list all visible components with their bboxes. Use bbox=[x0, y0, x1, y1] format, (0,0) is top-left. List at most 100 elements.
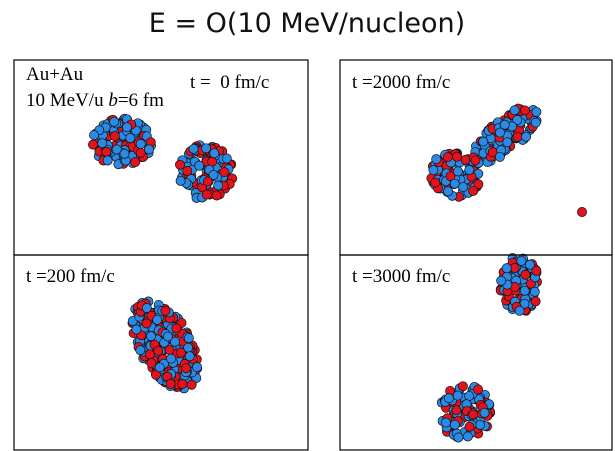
panel-label: t =3000 fm/c bbox=[352, 266, 450, 287]
particle bbox=[515, 306, 524, 315]
particle bbox=[480, 408, 489, 417]
particle bbox=[144, 145, 153, 154]
panel-label: 10 MeV/u b=6 fm bbox=[26, 90, 164, 111]
particle bbox=[465, 422, 474, 431]
particle bbox=[142, 303, 151, 312]
particle bbox=[452, 152, 461, 161]
particle bbox=[203, 177, 212, 186]
particle bbox=[497, 276, 506, 285]
particle bbox=[110, 117, 119, 126]
figure: E = O(10 MeV/nucleon) Au+Au t = 0 fm/c 1… bbox=[0, 0, 615, 451]
particle bbox=[214, 181, 223, 190]
particle bbox=[465, 391, 474, 400]
particle bbox=[444, 187, 453, 196]
particles bbox=[88, 104, 586, 442]
particle bbox=[452, 406, 461, 415]
particle bbox=[520, 286, 529, 295]
particle bbox=[136, 139, 145, 148]
particle bbox=[88, 140, 97, 149]
particle bbox=[429, 166, 438, 175]
particle bbox=[175, 160, 184, 169]
particle bbox=[432, 155, 441, 164]
particle bbox=[461, 155, 470, 164]
particle bbox=[147, 359, 156, 368]
particle bbox=[161, 306, 170, 315]
label-part: b bbox=[108, 90, 118, 111]
particle bbox=[193, 363, 202, 372]
particle bbox=[136, 148, 145, 157]
particle bbox=[502, 264, 511, 273]
particle bbox=[136, 346, 145, 355]
panel-label: t =200 fm/c bbox=[26, 266, 115, 287]
particle bbox=[154, 346, 163, 355]
particle bbox=[145, 350, 154, 359]
particle bbox=[178, 379, 187, 388]
particle bbox=[155, 363, 164, 372]
particle bbox=[182, 364, 191, 373]
particle bbox=[474, 385, 483, 394]
particle bbox=[495, 152, 504, 161]
figure-title: E = O(10 MeV/nucleon) bbox=[149, 8, 465, 39]
particle bbox=[532, 107, 541, 116]
panel-label: Au+Au bbox=[26, 64, 84, 85]
particle bbox=[495, 128, 504, 137]
particle bbox=[212, 191, 221, 200]
particle bbox=[210, 149, 219, 158]
particle bbox=[463, 432, 472, 441]
particle bbox=[454, 433, 463, 442]
particle bbox=[163, 332, 172, 341]
particle bbox=[166, 379, 175, 388]
particle bbox=[444, 394, 453, 403]
particle bbox=[89, 131, 98, 140]
particle bbox=[172, 324, 181, 333]
panel-label: t =2000 fm/c bbox=[352, 72, 450, 93]
particle bbox=[469, 410, 478, 419]
particle bbox=[176, 176, 185, 185]
particle bbox=[102, 147, 111, 156]
panel-label: t = 0 fm/c bbox=[190, 72, 269, 93]
particle bbox=[146, 332, 155, 341]
particle bbox=[476, 420, 485, 429]
particle bbox=[531, 297, 540, 306]
particle bbox=[185, 352, 194, 361]
particle bbox=[183, 166, 192, 175]
particle bbox=[153, 315, 162, 324]
particle bbox=[132, 325, 141, 334]
particle bbox=[167, 354, 176, 363]
particle bbox=[120, 149, 129, 158]
page: {"title": "E = O(10 MeV/nucleon)", "pane… bbox=[0, 0, 615, 451]
particle bbox=[222, 154, 231, 163]
particle bbox=[176, 348, 185, 357]
particle bbox=[522, 132, 531, 141]
particle bbox=[530, 287, 539, 296]
particle bbox=[142, 319, 151, 328]
particle bbox=[122, 123, 131, 132]
particle bbox=[510, 106, 519, 115]
particle bbox=[195, 161, 204, 170]
particle bbox=[126, 134, 135, 143]
particle bbox=[450, 179, 459, 188]
label-part: =6 fm bbox=[118, 90, 164, 111]
particle bbox=[98, 139, 107, 148]
particle bbox=[450, 420, 459, 429]
particle bbox=[521, 270, 530, 279]
particle bbox=[131, 158, 140, 167]
particle bbox=[479, 137, 488, 146]
particle bbox=[459, 182, 468, 191]
particle bbox=[577, 207, 586, 216]
particle bbox=[513, 132, 522, 141]
particle bbox=[441, 418, 450, 427]
particle bbox=[458, 382, 467, 391]
particle bbox=[453, 167, 462, 176]
particle bbox=[103, 156, 112, 165]
particle bbox=[220, 168, 229, 177]
particle bbox=[187, 380, 196, 389]
particle bbox=[443, 153, 452, 162]
particle bbox=[471, 156, 480, 165]
particle bbox=[202, 190, 211, 199]
particle bbox=[520, 106, 529, 115]
particle bbox=[531, 118, 540, 127]
particle bbox=[469, 186, 478, 195]
particle bbox=[517, 256, 526, 265]
particle bbox=[184, 334, 193, 343]
